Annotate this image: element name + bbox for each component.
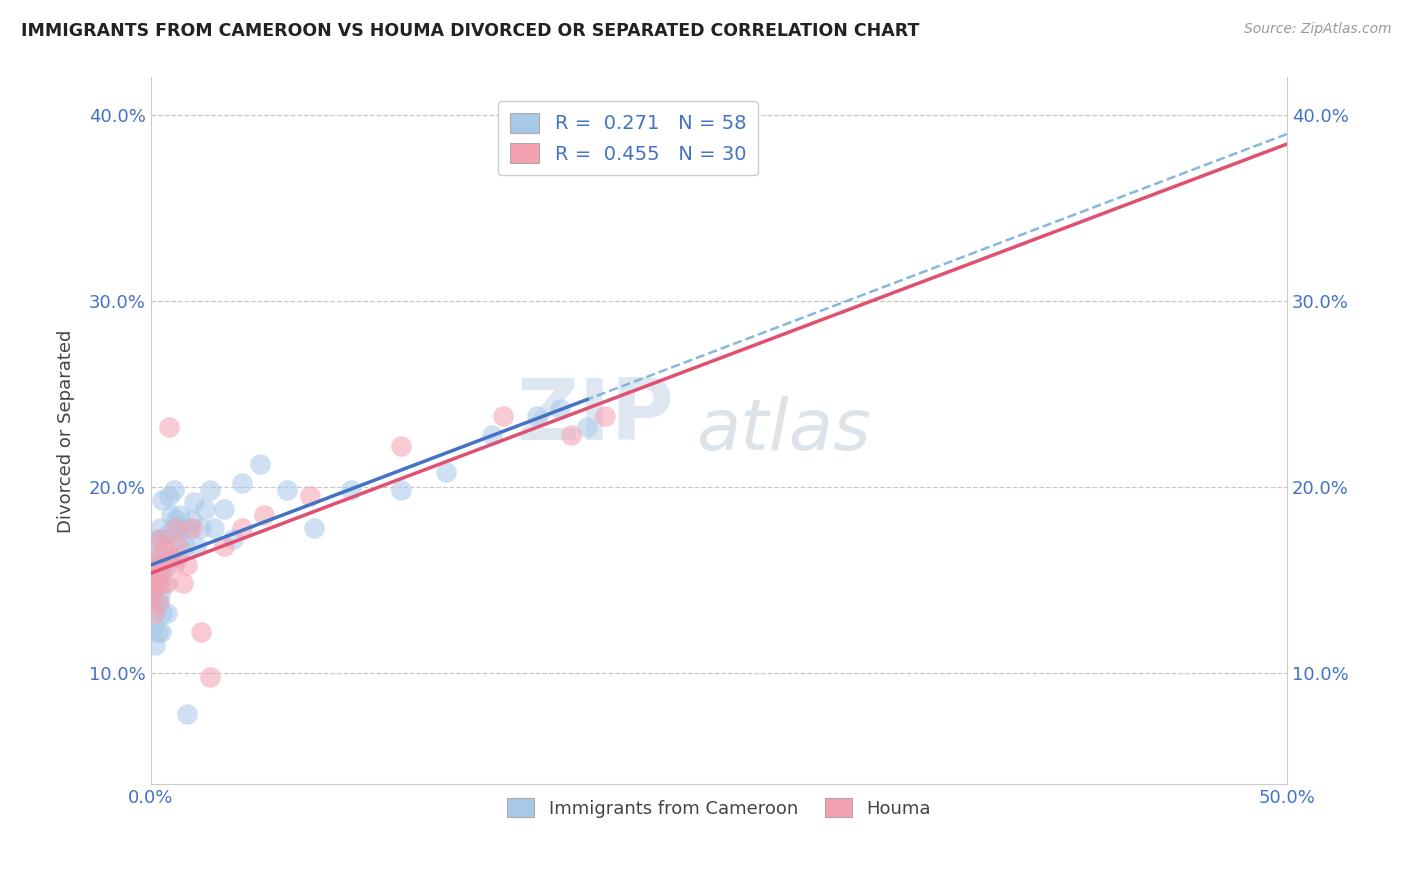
- Legend: Immigrants from Cameroon, Houma: Immigrants from Cameroon, Houma: [499, 791, 938, 825]
- Point: [150, 624, 173, 639]
- Point: [389, 483, 412, 498]
- Point: [145, 600, 167, 615]
- Point: [231, 476, 253, 491]
- Point: [160, 550, 183, 565]
- Point: [253, 508, 276, 522]
- Point: [149, 532, 172, 546]
- Point: [160, 550, 183, 565]
- Point: [146, 624, 169, 639]
- Point: [186, 539, 208, 553]
- Point: [145, 550, 167, 565]
- Text: ZIP: ZIP: [516, 376, 673, 458]
- Point: [167, 539, 190, 553]
- Point: [162, 521, 184, 535]
- Point: [143, 576, 166, 591]
- Point: [162, 558, 184, 572]
- Point: [595, 409, 617, 423]
- Point: [180, 521, 202, 535]
- Point: [560, 427, 582, 442]
- Point: [141, 564, 163, 578]
- Point: [176, 706, 198, 721]
- Point: [149, 588, 172, 602]
- Point: [298, 489, 321, 503]
- Point: [153, 532, 176, 546]
- Point: [162, 483, 184, 498]
- Point: [183, 494, 205, 508]
- Point: [481, 427, 503, 442]
- Point: [153, 539, 176, 553]
- Point: [221, 532, 243, 546]
- Point: [150, 607, 173, 621]
- Point: [194, 502, 217, 516]
- Point: [212, 502, 235, 516]
- Point: [143, 638, 166, 652]
- Point: [141, 588, 163, 602]
- Point: [212, 539, 235, 553]
- Point: [389, 439, 412, 453]
- Point: [149, 521, 172, 535]
- Point: [156, 558, 179, 572]
- Point: [304, 521, 326, 535]
- Text: atlas: atlas: [696, 396, 870, 466]
- Point: [156, 607, 179, 621]
- Point: [146, 595, 169, 609]
- Point: [157, 526, 180, 541]
- Point: [165, 521, 187, 535]
- Point: [143, 554, 166, 568]
- Point: [142, 535, 165, 549]
- Point: [145, 576, 167, 591]
- Point: [143, 573, 166, 587]
- Point: [190, 624, 212, 639]
- Point: [142, 558, 165, 572]
- Point: [204, 521, 226, 535]
- Point: [157, 420, 180, 434]
- Point: [339, 483, 361, 498]
- Point: [149, 558, 172, 572]
- Point: [167, 550, 190, 565]
- Point: [146, 569, 169, 583]
- Point: [160, 508, 183, 522]
- Point: [231, 521, 253, 535]
- Point: [146, 569, 169, 583]
- Y-axis label: Divorced or Separated: Divorced or Separated: [58, 329, 75, 533]
- Point: [150, 550, 173, 565]
- Point: [157, 489, 180, 503]
- Point: [172, 521, 194, 535]
- Point: [149, 576, 172, 591]
- Point: [576, 420, 599, 434]
- Point: [150, 558, 173, 572]
- Point: [156, 576, 179, 591]
- Point: [169, 508, 191, 522]
- Point: [526, 409, 548, 423]
- Point: [249, 458, 271, 472]
- Text: Source: ZipAtlas.com: Source: ZipAtlas.com: [1244, 22, 1392, 37]
- Point: [153, 576, 176, 591]
- Point: [167, 532, 190, 546]
- Point: [179, 521, 201, 535]
- Point: [190, 521, 212, 535]
- Point: [176, 558, 198, 572]
- Point: [174, 539, 197, 553]
- Point: [143, 619, 166, 633]
- Point: [434, 465, 457, 479]
- Point: [492, 409, 515, 423]
- Point: [198, 669, 221, 683]
- Point: [172, 576, 194, 591]
- Point: [143, 607, 166, 621]
- Point: [180, 513, 202, 527]
- Point: [150, 492, 173, 507]
- Point: [148, 595, 170, 609]
- Text: IMMIGRANTS FROM CAMEROON VS HOUMA DIVORCED OR SEPARATED CORRELATION CHART: IMMIGRANTS FROM CAMEROON VS HOUMA DIVORC…: [21, 22, 920, 40]
- Point: [198, 483, 221, 498]
- Point: [165, 513, 187, 527]
- Point: [146, 532, 169, 546]
- Point: [142, 591, 165, 606]
- Point: [548, 401, 571, 416]
- Point: [276, 483, 298, 498]
